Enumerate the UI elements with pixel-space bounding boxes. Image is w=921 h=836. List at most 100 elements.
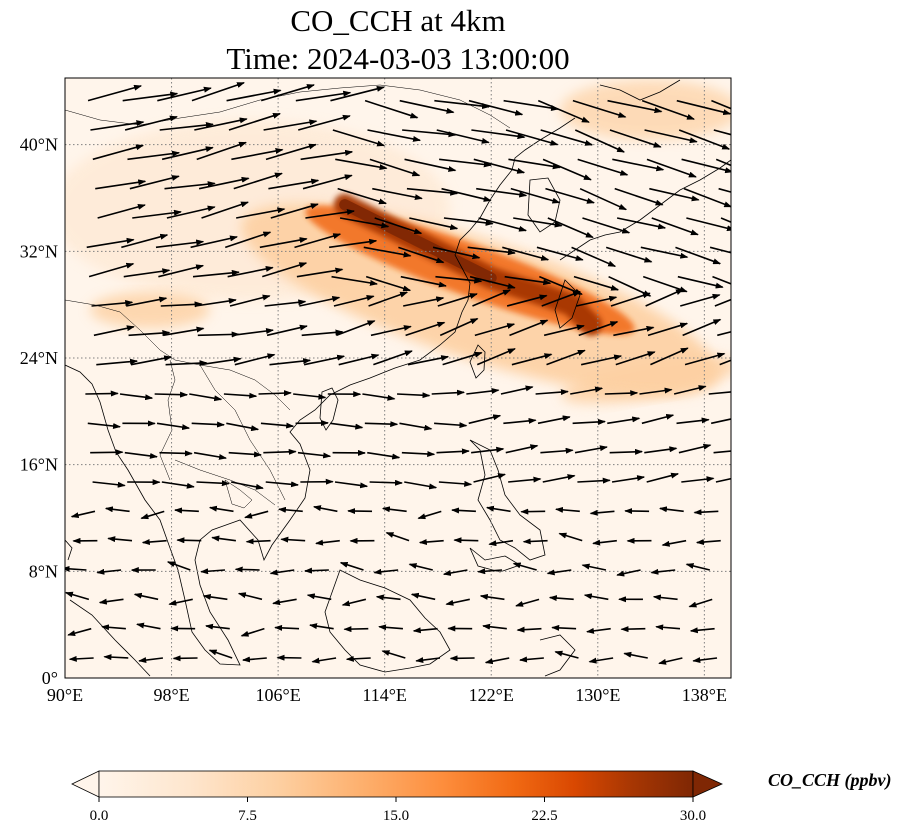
wind-arrow xyxy=(438,480,473,487)
wind-arrow xyxy=(576,295,618,307)
wind-arrow xyxy=(407,355,450,366)
wind-arrow xyxy=(232,328,274,337)
wind-arrow xyxy=(343,626,369,633)
wind-arrow xyxy=(484,657,510,665)
wind-arrow xyxy=(96,358,139,366)
wind-arrow xyxy=(154,391,189,398)
wind-arrow xyxy=(476,187,528,198)
wind-arrow xyxy=(299,296,341,307)
wind-arrow xyxy=(164,181,216,190)
wind-arrow xyxy=(644,129,698,144)
wind-arrow xyxy=(157,86,212,102)
wind-arrow xyxy=(201,201,249,219)
map-title-line-1: CO_CCH at 4km xyxy=(290,3,506,38)
lon-tick-label: 114°E xyxy=(362,685,407,705)
wind-arrow xyxy=(639,387,673,395)
wind-arrow xyxy=(540,129,594,146)
wind-arrow xyxy=(191,421,226,428)
wind-arrow xyxy=(97,203,146,219)
wind-arrow xyxy=(713,450,731,454)
wind-arrow xyxy=(678,443,712,454)
wind-arrow xyxy=(259,237,308,249)
wind-arrow xyxy=(300,149,354,161)
wind-arrow xyxy=(305,209,355,219)
colorbar-ticks: 0.0 7.5 15.0 22.5 30.0 xyxy=(90,797,706,824)
wind-arrow xyxy=(228,112,281,131)
wind-arrow xyxy=(579,187,628,211)
colorbar-extend-min xyxy=(71,770,100,798)
wind-arrow xyxy=(558,532,583,542)
wind-arrow xyxy=(268,178,320,190)
wind-arrow xyxy=(138,657,163,664)
wind-arrow xyxy=(572,99,627,118)
wind-arrow xyxy=(474,323,516,337)
wind-arrow xyxy=(265,143,317,161)
wind-arrow xyxy=(165,360,208,367)
wind-arrow xyxy=(609,129,662,148)
lon-tick-label: 138°E xyxy=(682,685,727,705)
wind-arrow xyxy=(658,657,683,665)
wind-arrow xyxy=(381,506,407,513)
wind-arrow xyxy=(434,99,491,110)
wind-arrow xyxy=(65,565,87,572)
wind-arrow xyxy=(477,568,503,575)
wind-arrow xyxy=(241,656,267,663)
wind-arrow xyxy=(551,624,577,631)
wind-arrow xyxy=(482,623,507,630)
lat-tick-label: 40°N xyxy=(20,135,58,155)
wind-arrow xyxy=(545,187,595,204)
wind-arrow xyxy=(95,179,147,190)
wind-arrow xyxy=(198,176,250,190)
wind-arrow xyxy=(510,187,561,204)
wind-arrow xyxy=(719,359,731,366)
wind-arrow xyxy=(104,506,130,513)
wind-arrow xyxy=(412,627,438,634)
lat-tick-label: 24°N xyxy=(20,348,58,368)
wind-arrow xyxy=(439,158,492,168)
wind-arrow xyxy=(508,476,542,483)
wind-arrow xyxy=(96,568,122,575)
wind-arrow xyxy=(675,246,722,265)
wind-arrow xyxy=(543,324,585,337)
wind-arrow xyxy=(92,481,126,488)
wind-arrow xyxy=(468,99,524,116)
wind-arrow xyxy=(130,355,173,366)
wind-arrow xyxy=(471,129,526,140)
wind-arrow xyxy=(611,475,646,483)
wind-arrow xyxy=(677,275,724,289)
wind-arrow xyxy=(368,291,409,307)
wind-arrow xyxy=(609,448,644,455)
coastline-taiwan xyxy=(469,344,486,379)
wind-arrow xyxy=(453,537,479,544)
wind-arrow xyxy=(364,421,399,428)
wind-arrow xyxy=(397,392,431,399)
wind-arrow xyxy=(623,651,648,659)
longitude-tick-labels: 90°E 98°E 106°E 114°E 122°E 130°E 138°E xyxy=(47,685,727,705)
wind-arrow xyxy=(522,538,548,545)
wind-arrow xyxy=(93,325,135,337)
wind-arrow xyxy=(107,536,133,543)
wind-arrow xyxy=(233,172,283,190)
wind-arrow xyxy=(362,393,396,401)
wind-arrow xyxy=(620,626,646,633)
wind-arrow xyxy=(345,655,371,662)
wind-arrow xyxy=(513,217,563,228)
wind-arrow xyxy=(519,656,544,663)
colorbar-tick-label: 7.5 xyxy=(238,808,257,824)
wind-arrow xyxy=(641,413,675,425)
wind-arrow xyxy=(571,246,617,268)
wind-arrow xyxy=(141,539,167,546)
wind-arrow xyxy=(265,481,299,488)
wind-arrow xyxy=(485,505,511,513)
wind-arrow xyxy=(642,275,688,293)
wind-arrow xyxy=(581,563,607,571)
wind-arrow xyxy=(193,451,227,460)
wind-arrow xyxy=(473,158,526,174)
wind-arrow xyxy=(578,321,619,337)
wind-arrow xyxy=(244,510,269,519)
wind-arrow xyxy=(161,481,195,489)
wind-arrow xyxy=(540,447,574,454)
wind-arrow xyxy=(280,536,306,543)
wind-arrow xyxy=(505,444,539,454)
wind-arrow xyxy=(542,158,592,181)
